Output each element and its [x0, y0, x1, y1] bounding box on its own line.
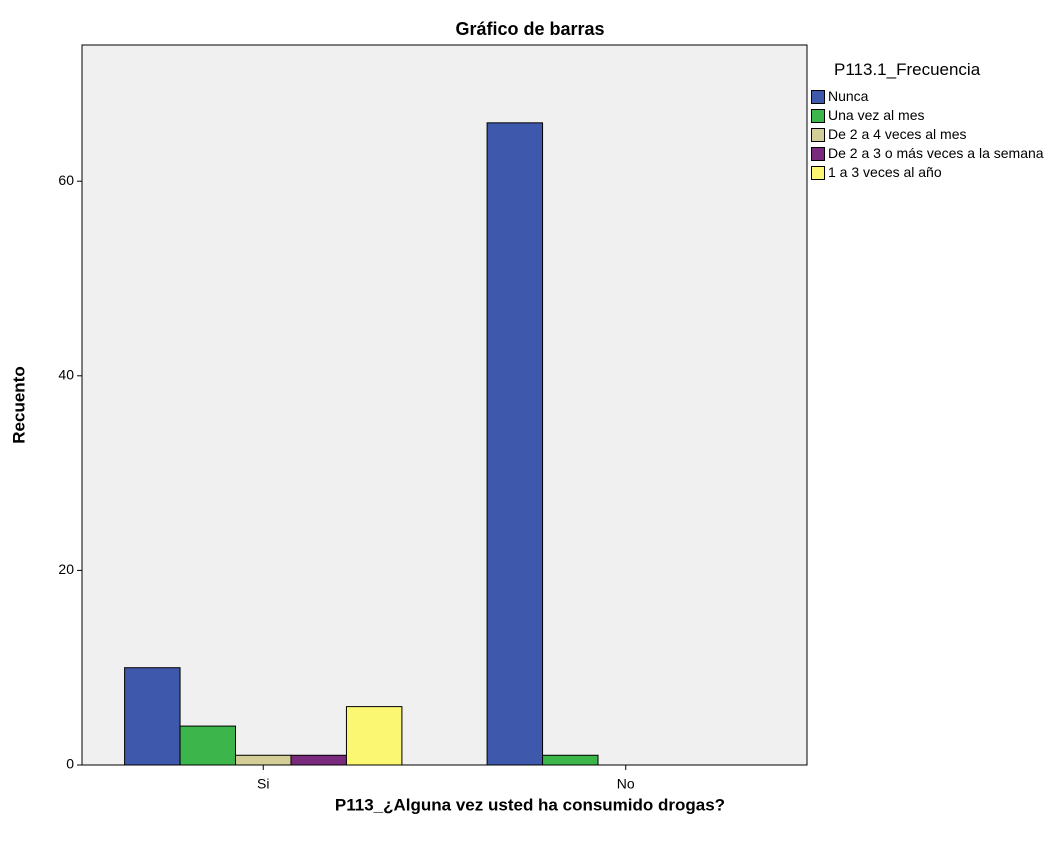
y-tick-label: 40	[58, 367, 74, 383]
legend-label: De 2 a 3 o más veces a la semana	[828, 145, 1044, 161]
x-tick-label: No	[617, 776, 635, 792]
legend-swatch	[811, 109, 825, 123]
legend: P113.1_Frecuencia Nunca Una vez al mes De …	[808, 60, 1052, 185]
y-tick-label: 60	[58, 172, 74, 188]
bar	[486, 122, 544, 766]
x-axis-label: P113_¿Alguna vez usted ha consumido drog…	[335, 795, 725, 814]
legend-label: Nunca	[828, 88, 869, 104]
bar	[542, 754, 599, 766]
legend-swatch	[811, 166, 825, 180]
legend-item: 1 a 3 veces al año	[808, 164, 1052, 180]
bar	[179, 725, 237, 766]
y-axis-label: Recuento	[9, 366, 28, 443]
legend-label: 1 a 3 veces al año	[828, 164, 942, 180]
legend-swatch	[811, 128, 825, 142]
legend-swatch	[811, 90, 825, 104]
legend-title: P113.1_Frecuencia	[834, 60, 981, 79]
chart-title: Gráfico de barras	[455, 19, 604, 39]
bar	[345, 706, 403, 766]
y-tick-label: 0	[66, 756, 74, 772]
legend-label: Una vez al mes	[828, 107, 925, 123]
bar	[235, 754, 292, 766]
legend-item: Una vez al mes	[808, 107, 1052, 123]
legend-item: Nunca	[808, 88, 1052, 104]
y-tick-label: 20	[58, 561, 74, 577]
legend-item: De 2 a 4 veces al mes	[808, 126, 1052, 142]
legend-label: De 2 a 4 veces al mes	[828, 126, 967, 142]
legend-swatch	[811, 147, 825, 161]
bar	[124, 667, 181, 766]
x-tick-label: Si	[257, 776, 269, 792]
bar	[290, 754, 347, 766]
legend-item: De 2 a 3 o más veces a la semana	[808, 145, 1052, 161]
plot-area	[81, 44, 808, 766]
